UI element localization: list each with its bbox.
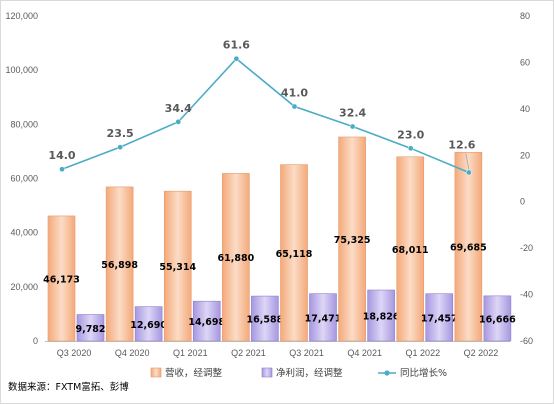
growth-point-label: 14.0 xyxy=(48,149,75,162)
profit-bar-label: 17,471 xyxy=(305,313,342,324)
profit-bar xyxy=(251,295,279,342)
legend-growth-marker xyxy=(384,370,390,376)
left-axis-ticks: 0 20,000 40,000 60,000 80,000 100,000 120,000 xyxy=(5,11,38,346)
x-axis-tick-label: Q1 2022 xyxy=(406,348,441,358)
x-axis-tick-label: Q3 2020 xyxy=(57,348,92,358)
profit-bar xyxy=(76,314,105,342)
revenue-bar xyxy=(222,173,250,342)
profit-bar xyxy=(425,293,454,342)
revenue-bar-label: 69,685 xyxy=(450,243,487,254)
legend-revenue-label: 营收，经调整 xyxy=(165,367,223,379)
legend-profit-label: 净利润，经调整 xyxy=(276,367,343,379)
growth-point-label: 34.4 xyxy=(165,102,192,115)
x-axis-ticks: Q3 2020 Q4 2020 Q1 2021 Q2 2021 Q3 2021 Q4 20… xyxy=(57,348,498,358)
revenue-bar xyxy=(280,164,308,342)
x-axis-tick-label: Q1 2021 xyxy=(173,348,208,358)
revenue-bar xyxy=(338,136,366,342)
profit-bar-label: 16,588 xyxy=(247,315,284,326)
growth-point-label: 61.6 xyxy=(223,39,250,52)
profit-bar-label: 14,698 xyxy=(188,317,225,328)
growth-point xyxy=(349,123,356,130)
growth-point-label: 12.6 xyxy=(448,138,475,151)
right-axis-tick-label: 0 xyxy=(520,197,525,207)
growth-point xyxy=(407,145,414,152)
profit-bar-label: 16,666 xyxy=(479,314,516,325)
right-axis-tick-label: 80 xyxy=(520,11,530,21)
left-axis-tick-label: 120,000 xyxy=(5,11,38,21)
x-axis-tick-label: Q2 2022 xyxy=(464,348,499,358)
revenue-bar xyxy=(105,186,134,342)
right-axis-tick-label: 40 xyxy=(520,104,530,114)
revenue-bar xyxy=(396,156,425,342)
profit-bar xyxy=(309,293,337,342)
revenue-bar xyxy=(47,215,76,342)
growth-point-label: 32.4 xyxy=(339,107,366,120)
left-axis-tick-label: 40,000 xyxy=(10,228,38,238)
right-axis-tick-label: -40 xyxy=(520,290,533,300)
revenue-bar-label: 65,118 xyxy=(276,249,313,260)
right-axis-tick-label: -60 xyxy=(520,336,533,346)
growth-point-label: 23.5 xyxy=(107,127,134,140)
profit-bar xyxy=(367,289,395,342)
left-axis-tick-label: 0 xyxy=(33,336,38,346)
revenue-bar xyxy=(163,190,192,342)
revenue-bar-label: 75,325 xyxy=(334,235,371,246)
growth-point xyxy=(466,169,472,176)
right-axis-tick-label: -20 xyxy=(520,243,533,253)
left-axis-tick-label: 80,000 xyxy=(10,119,38,129)
line-series: 14.0 23.5 34.4 61.6 41.0 32.4 23.0 12.6 xyxy=(48,39,476,176)
revenue-bar-label: 61,880 xyxy=(218,253,255,264)
legend: 营收，经调整 净利润，经调整 同比增长% xyxy=(150,367,447,379)
growth-point xyxy=(233,55,240,62)
legend-profit-swatch xyxy=(261,367,273,378)
x-axis-tick-label: Q4 2020 xyxy=(115,348,150,358)
profit-bar-label: 12,690 xyxy=(130,320,167,331)
revenue-bar-label: 55,314 xyxy=(159,262,196,273)
growth-point-label: 41.0 xyxy=(281,87,308,100)
growth-point xyxy=(59,166,65,173)
profit-bar-label: 18,826 xyxy=(363,312,400,323)
revenue-bar-label: 56,898 xyxy=(101,260,138,271)
legend-growth-label: 同比增长% xyxy=(400,367,447,379)
left-axis-tick-label: 100,000 xyxy=(5,65,38,75)
legend-revenue-swatch xyxy=(150,367,162,378)
revenue-bar-label: 46,173 xyxy=(43,274,80,285)
profit-bar-label: 9,782 xyxy=(75,324,105,335)
profit-bar xyxy=(192,300,221,342)
bar-series: 46,173 9,782 56,898 12,690 55,314 14,698 61,88… xyxy=(43,136,516,342)
revenue-bar xyxy=(454,151,483,342)
profit-bar-label: 17,457 xyxy=(421,313,458,324)
right-axis-tick-label: 20 xyxy=(520,150,530,160)
left-axis-tick-label: 60,000 xyxy=(10,174,38,184)
growth-point xyxy=(117,144,123,151)
profit-bar xyxy=(134,306,163,342)
right-axis-tick-label: 60 xyxy=(520,57,530,67)
growth-label-leader xyxy=(465,153,470,170)
source-note: 数据来源：FXTM富拓、彭博 xyxy=(8,381,129,393)
x-axis-tick-label: Q3 2021 xyxy=(289,348,324,358)
growth-line xyxy=(61,57,470,174)
left-axis-tick-label: 20,000 xyxy=(10,282,38,292)
profit-bar xyxy=(483,295,512,342)
right-axis-ticks: -60 -40 -20 0 20 40 60 80 xyxy=(520,11,533,346)
x-axis-tick-label: Q2 2021 xyxy=(231,348,266,358)
growth-point xyxy=(175,119,182,125)
growth-point-label: 23.0 xyxy=(397,128,424,141)
revenue-bar-label: 68,011 xyxy=(392,245,429,256)
x-axis-tick-label: Q4 2021 xyxy=(347,348,382,358)
growth-point xyxy=(291,103,298,110)
